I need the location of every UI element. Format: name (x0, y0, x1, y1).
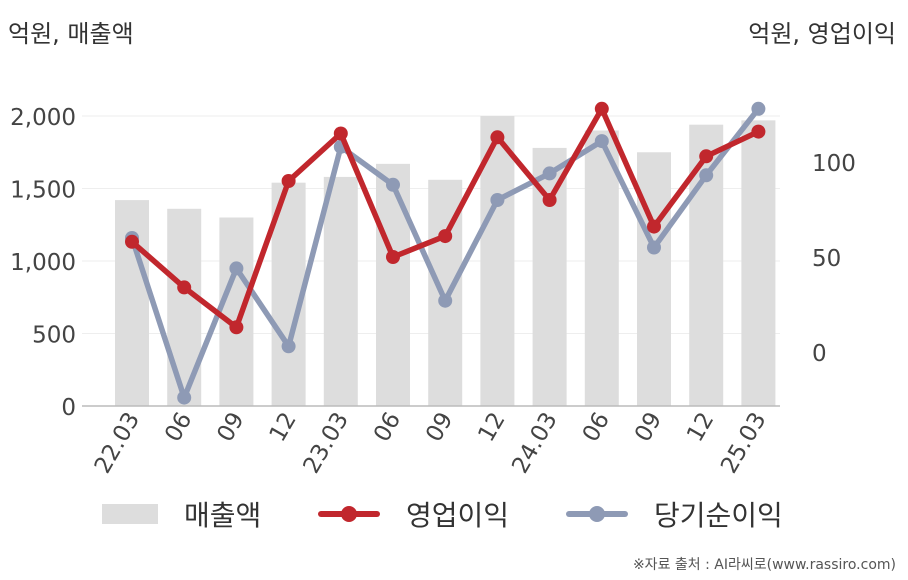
operating-income-point (490, 130, 505, 145)
revenue-bar (532, 147, 567, 406)
revenue-bar (115, 200, 149, 406)
left-axis-unit: 억원, 매출액 (8, 20, 134, 48)
legend-swatch-net (566, 492, 628, 536)
net-income-point (281, 339, 296, 354)
x-tick-label: 06 (369, 408, 406, 446)
x-tick-label: 12 (473, 408, 510, 446)
net-income-point (490, 193, 505, 207)
revenue-bar (584, 130, 619, 406)
x-tick-label: 24.03 (507, 408, 562, 478)
net-income-point (594, 134, 609, 149)
legend-label-net: 당기순이익 (654, 499, 783, 532)
operating-income-point (125, 234, 139, 249)
x-tick-label: 12 (265, 408, 302, 446)
x-tick-label: 06 (578, 408, 615, 446)
right-tick-label: 50 (812, 246, 841, 272)
net-income-point (647, 240, 661, 255)
net-income-point (542, 166, 557, 181)
net-income-point (751, 101, 766, 116)
legend-label-revenue: 매출액 (184, 499, 262, 532)
legend: 매출액 영업이익 당기순이익 (0, 492, 908, 536)
revenue-bar (637, 152, 671, 406)
operating-income-point (699, 149, 714, 164)
x-tick-label: 09 (630, 408, 667, 446)
revenue-bar (376, 163, 410, 406)
x-tick-label: 09 (421, 408, 458, 446)
operating-income-point (386, 250, 400, 264)
operating-income-point (177, 280, 192, 295)
operating-income-point (647, 219, 661, 234)
left-tick-label: 2,000 (10, 105, 76, 131)
operating-income-point (594, 101, 609, 116)
x-tick-label: 09 (212, 408, 249, 446)
revenue-bar (167, 208, 202, 406)
operating-income-point (751, 124, 766, 139)
right-tick-label: 0 (812, 341, 827, 367)
x-tick-label: 12 (682, 408, 719, 446)
operating-income-point (542, 193, 557, 207)
net-income-point (229, 261, 244, 276)
left-tick-label: 1,500 (10, 178, 76, 204)
source-credit: ※자료 출처 : AI라씨로(www.rassiro.com) (632, 557, 896, 573)
x-tick-label: 22.03 (90, 408, 145, 478)
x-tick-label: 23.03 (299, 408, 354, 478)
operating-income-point (229, 320, 244, 335)
revenue-bar (689, 124, 724, 406)
right-tick-label: 100 (812, 151, 856, 177)
legend-item-net: 당기순이익 (566, 492, 783, 536)
operating-income-point (281, 174, 296, 188)
legend-item-revenue: 매출액 (102, 492, 261, 536)
legend-item-operating: 영업이익 (318, 492, 509, 536)
operating-income-point (333, 126, 348, 141)
left-tick-label: 1,000 (10, 250, 76, 276)
revenue-bar (741, 120, 776, 406)
legend-label-operating: 영업이익 (406, 499, 510, 532)
net-income-point (177, 390, 192, 405)
revenue-bar (323, 176, 358, 406)
net-income-point (386, 177, 400, 192)
legend-swatch-revenue (102, 504, 158, 524)
right-axis-unit: 억원, 영업이익 (748, 20, 896, 48)
left-tick-label: 0 (61, 395, 76, 421)
left-tick-label: 500 (32, 323, 76, 349)
x-tick-label: 25.03 (716, 408, 771, 478)
net-income-point (438, 293, 453, 308)
operating-income-point (438, 229, 453, 244)
x-tick-label: 06 (160, 408, 197, 446)
profit-lines (125, 101, 766, 405)
net-income-point (699, 168, 714, 183)
revenue-bar (219, 217, 254, 406)
legend-swatch-operating (318, 492, 380, 536)
